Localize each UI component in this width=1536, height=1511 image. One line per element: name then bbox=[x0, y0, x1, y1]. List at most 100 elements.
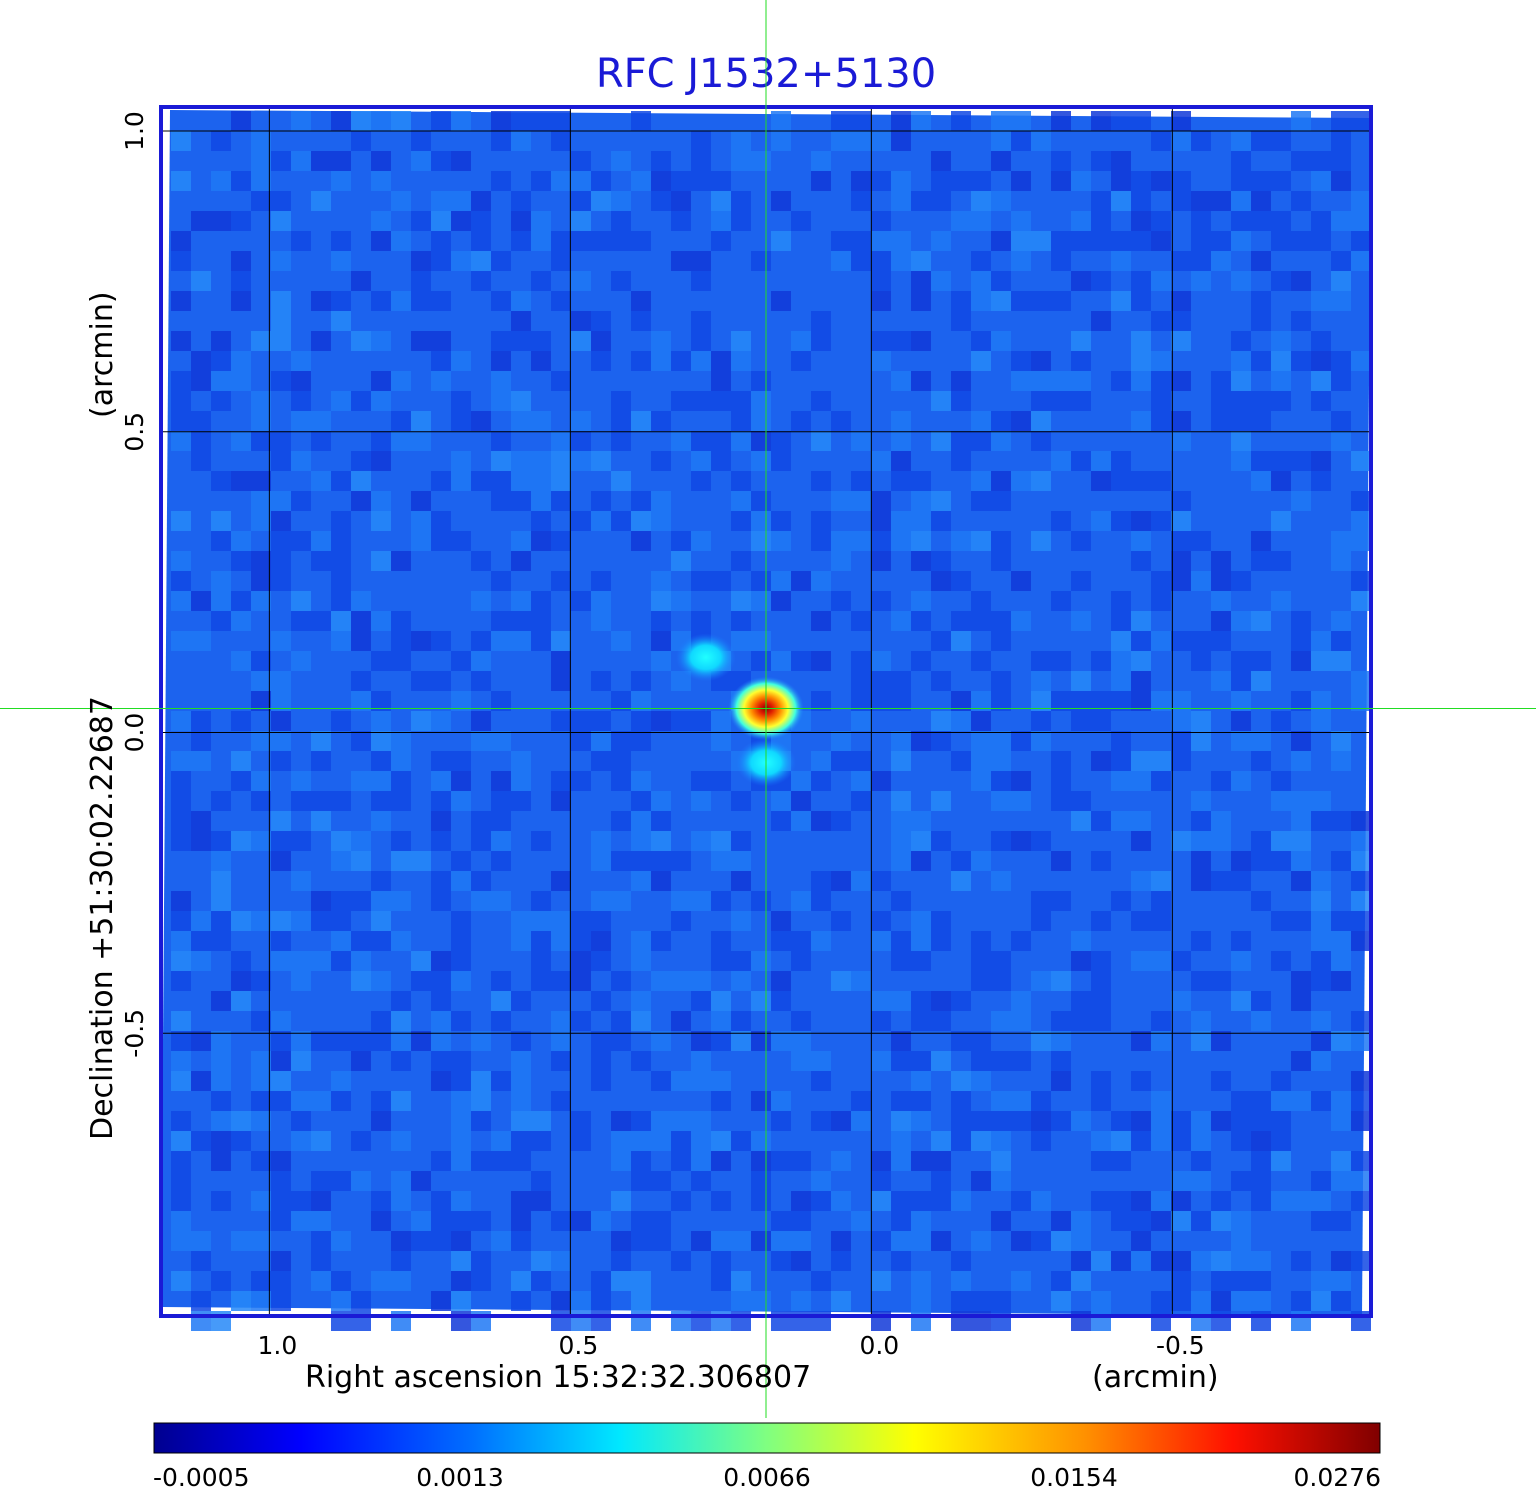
noise-cell bbox=[351, 891, 371, 911]
noise-cell bbox=[331, 551, 351, 571]
noise-cell bbox=[491, 331, 511, 351]
noise-cell bbox=[971, 1111, 991, 1131]
noise-cell bbox=[991, 131, 1011, 151]
noise-cell bbox=[331, 251, 351, 271]
noise-cell bbox=[351, 951, 371, 971]
noise-cell bbox=[1351, 851, 1371, 871]
noise-cell bbox=[771, 1031, 791, 1051]
noise-cell bbox=[231, 711, 251, 731]
noise-cell bbox=[231, 1231, 251, 1251]
noise-cell bbox=[231, 271, 251, 291]
noise-cell bbox=[1271, 851, 1291, 871]
noise-cell bbox=[971, 1231, 991, 1251]
noise-cell bbox=[771, 1091, 791, 1111]
noise-cell bbox=[271, 1171, 291, 1191]
noise-cell bbox=[851, 1211, 871, 1231]
noise-cell bbox=[391, 1091, 411, 1111]
noise-cell bbox=[411, 851, 431, 871]
noise-cell bbox=[911, 1231, 931, 1251]
noise-cell bbox=[751, 411, 771, 431]
noise-cell bbox=[871, 1051, 891, 1071]
noise-cell bbox=[1051, 891, 1071, 911]
noise-cell bbox=[1271, 1111, 1291, 1131]
crosshair bbox=[0, 0, 1536, 1418]
noise-cell bbox=[311, 731, 331, 751]
noise-cell bbox=[391, 1231, 411, 1251]
noise-cell bbox=[371, 1271, 391, 1291]
noise-cell bbox=[871, 691, 891, 711]
noise-cell bbox=[631, 1111, 651, 1131]
noise-cell bbox=[1271, 1091, 1291, 1111]
noise-cell bbox=[671, 171, 691, 191]
noise-cell bbox=[1151, 231, 1171, 251]
noise-cell bbox=[991, 1111, 1011, 1131]
noise-cell bbox=[1231, 571, 1251, 591]
noise-cell bbox=[931, 271, 951, 291]
noise-cell bbox=[1131, 271, 1151, 291]
noise-cell bbox=[1291, 911, 1311, 931]
noise-cell bbox=[371, 151, 391, 171]
noise-cell bbox=[171, 771, 191, 791]
noise-cell bbox=[551, 231, 571, 251]
noise-cell bbox=[571, 1291, 591, 1311]
noise-cell bbox=[1091, 991, 1111, 1011]
noise-cell bbox=[1231, 1271, 1251, 1291]
noise-cell bbox=[651, 571, 671, 591]
noise-cell bbox=[231, 651, 251, 671]
noise-cell bbox=[1351, 911, 1371, 931]
noise-cell bbox=[1251, 611, 1271, 631]
noise-cell bbox=[891, 1251, 911, 1271]
noise-cell bbox=[331, 831, 351, 851]
noise-cell bbox=[651, 611, 671, 631]
noise-cell bbox=[1311, 1051, 1331, 1071]
noise-cell bbox=[1111, 451, 1131, 471]
noise-cell bbox=[451, 1131, 471, 1151]
noise-cell bbox=[211, 911, 231, 931]
noise-cell bbox=[1211, 231, 1231, 251]
noise-cell bbox=[951, 1191, 971, 1211]
noise-cell bbox=[891, 131, 911, 151]
noise-cell bbox=[1251, 671, 1271, 691]
noise-cell bbox=[471, 251, 491, 271]
noise-cell bbox=[1011, 1091, 1031, 1111]
noise-cell bbox=[291, 451, 311, 471]
noise-cell bbox=[711, 351, 731, 371]
noise-cell bbox=[211, 1131, 231, 1151]
noise-cell bbox=[531, 931, 551, 951]
noise-cell bbox=[431, 671, 451, 691]
noise-cell bbox=[1071, 1111, 1091, 1131]
noise-cell bbox=[751, 251, 771, 271]
noise-cell bbox=[1151, 1191, 1171, 1211]
noise-cell bbox=[1091, 191, 1111, 211]
noise-cell bbox=[331, 151, 351, 171]
noise-cell bbox=[1291, 851, 1311, 871]
noise-cell bbox=[511, 1151, 531, 1171]
noise-cell bbox=[1331, 411, 1351, 431]
noise-cell bbox=[1251, 651, 1271, 671]
noise-cell bbox=[331, 1071, 351, 1091]
noise-cell bbox=[1091, 811, 1111, 831]
noise-cell bbox=[791, 211, 811, 231]
noise-cell bbox=[1111, 251, 1131, 271]
noise-cell bbox=[931, 1011, 951, 1031]
noise-cell bbox=[291, 411, 311, 431]
noise-cell bbox=[911, 831, 931, 851]
noise-cell bbox=[1131, 831, 1151, 851]
noise-cell bbox=[271, 631, 291, 651]
noise-cell bbox=[871, 591, 891, 611]
noise-cell bbox=[1311, 1271, 1331, 1291]
noise-cell bbox=[831, 811, 851, 831]
noise-cell bbox=[1331, 651, 1351, 671]
noise-cell bbox=[351, 391, 371, 411]
noise-cell bbox=[211, 1191, 231, 1211]
noise-cell bbox=[251, 911, 271, 931]
noise-cell bbox=[331, 591, 351, 611]
noise-cell bbox=[611, 1271, 631, 1291]
noise-cell bbox=[651, 971, 671, 991]
noise-cell bbox=[491, 471, 511, 491]
noise-cell bbox=[771, 991, 791, 1011]
noise-cell bbox=[971, 611, 991, 631]
noise-cell bbox=[531, 451, 551, 471]
noise-cell bbox=[371, 871, 391, 891]
noise-cell bbox=[1051, 1231, 1071, 1251]
